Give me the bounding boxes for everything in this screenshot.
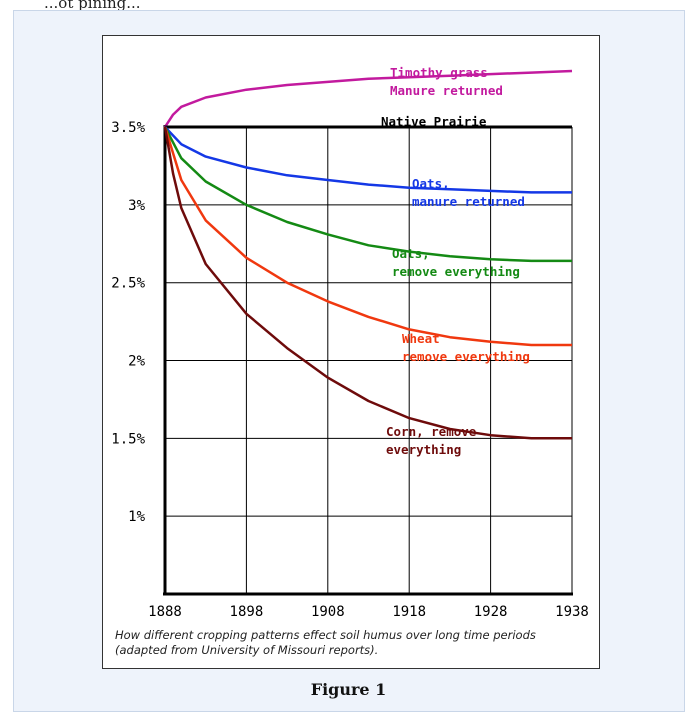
series-label: everything: [386, 442, 461, 457]
humus-line-chart: 1% 1.5% 2% 2.5% 3% 3.5% 1888 1898 1908 1918 1928 19…: [103, 36, 599, 668]
x-tick-label: 1918: [392, 604, 426, 620]
figure-label: Figure 1: [0, 680, 697, 699]
y-tick-label: 1%: [128, 509, 145, 525]
y-tick-label: 2%: [128, 354, 145, 370]
figure-card: 1% 1.5% 2% 2.5% 3% 3.5% 1888 1898 1908 1918 1928 19…: [102, 35, 600, 669]
y-tick-label: 3%: [128, 198, 145, 214]
series-label: Oats,: [412, 176, 450, 191]
series-label: Oats,: [392, 246, 430, 261]
series-label: Wheat: [402, 331, 440, 346]
series-line: [165, 127, 572, 192]
series-label: remove everything: [392, 264, 520, 279]
series-line: [165, 71, 572, 127]
y-tick-label: 3.5%: [111, 120, 145, 136]
series-label: Corn, remove: [386, 424, 477, 439]
series-label: remove everything: [402, 349, 530, 364]
x-tick-label: 1908: [311, 604, 345, 620]
y-tick-label: 1.5%: [111, 431, 145, 447]
series-label: manure returned: [412, 194, 525, 209]
series-label: Manure returned: [390, 83, 503, 98]
x-tick-label: 1928: [474, 604, 508, 620]
series-label: Timothy grass: [390, 65, 488, 80]
y-tick-label: 2.5%: [111, 276, 145, 292]
figure-caption: How different cropping patterns effect s…: [115, 628, 591, 658]
x-tick-label: 1888: [148, 604, 182, 620]
series-label: Native Prairie: [381, 114, 487, 129]
x-tick-label: 1898: [230, 604, 264, 620]
series-line: [165, 127, 572, 345]
x-tick-label: 1938: [555, 604, 589, 620]
